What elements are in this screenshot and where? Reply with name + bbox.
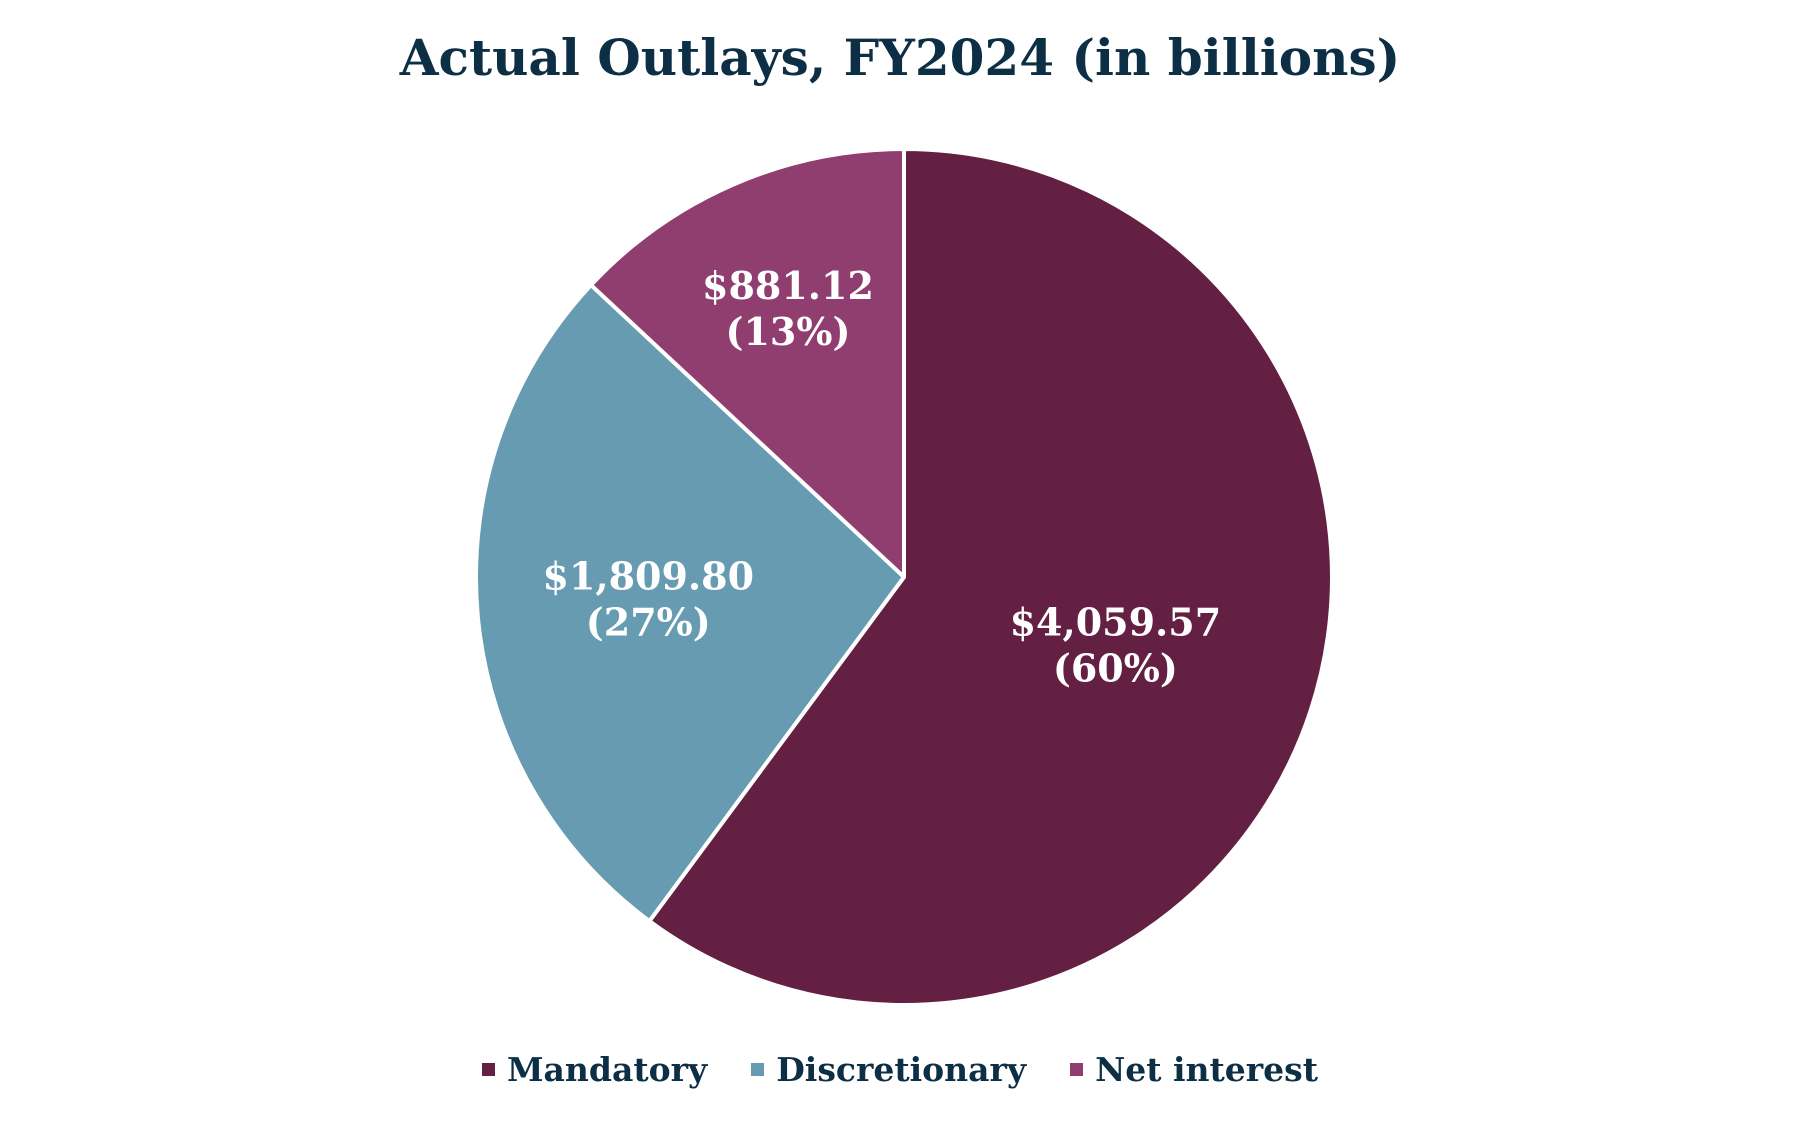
pie-data-labels: $4,059.57(60%) $1,809.80(27%) $881.12(13%) xyxy=(543,263,1222,691)
legend-swatch-net-interest xyxy=(1070,1063,1084,1076)
slice-percent-label-net-interest: (13%) xyxy=(725,309,850,354)
slice-value-label-net-interest: $881.12 xyxy=(702,263,874,308)
legend-swatch-mandatory xyxy=(482,1063,495,1076)
slice-value-label-discretionary: $1,809.80 xyxy=(543,553,755,598)
legend-label-discretionary: Discretionary xyxy=(776,1050,1027,1089)
pie-slices xyxy=(474,147,1334,1007)
legend-swatch-discretionary xyxy=(751,1063,765,1076)
legend-item-net-interest: Net interest xyxy=(1070,1050,1318,1089)
slice-value-label-mandatory: $4,059.57 xyxy=(1010,600,1222,645)
legend-label-net-interest: Net interest xyxy=(1095,1050,1318,1089)
chart-legend: Mandatory Discretionary Net interest xyxy=(0,1050,1800,1089)
pie-slice-discretionary xyxy=(474,283,906,924)
pie-slice-net-interest xyxy=(589,147,906,579)
slice-percent-label-mandatory: (60%) xyxy=(1053,646,1178,691)
legend-item-mandatory: Mandatory xyxy=(482,1050,707,1089)
chart-title: Actual Outlays, FY2024 (in billions) xyxy=(399,28,1401,87)
slice-percent-label-discretionary: (27%) xyxy=(586,599,711,644)
legend-item-discretionary: Discretionary xyxy=(751,1050,1026,1089)
pie-slice-mandatory xyxy=(647,147,1334,1007)
legend-label-mandatory: Mandatory xyxy=(507,1050,708,1089)
